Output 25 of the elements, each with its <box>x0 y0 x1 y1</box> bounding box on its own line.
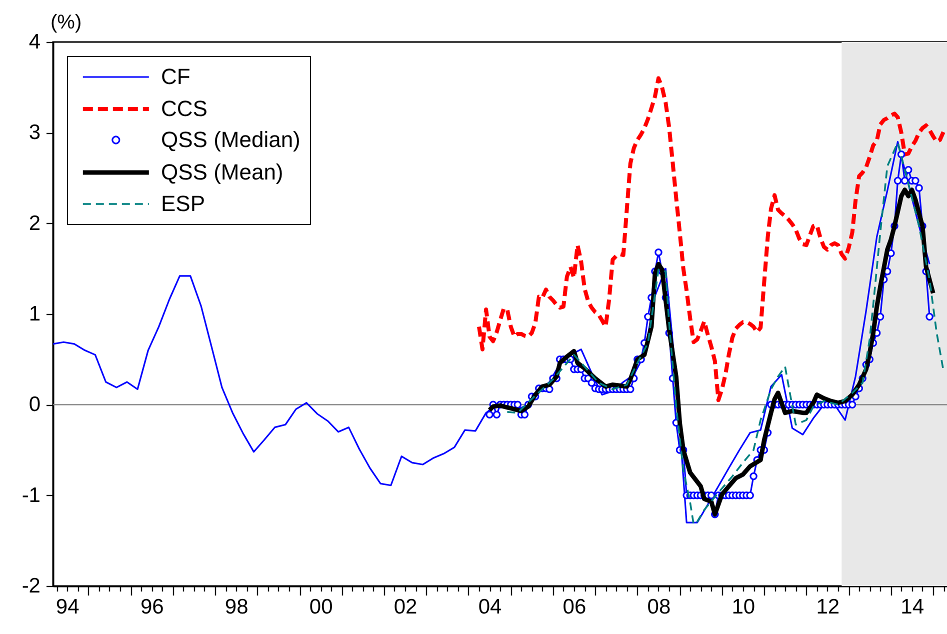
legend-label: ESP <box>161 191 206 216</box>
line-series <box>477 76 946 402</box>
legend-label: QSS (Mean) <box>161 160 284 184</box>
y-tick-label: 3 <box>28 121 40 144</box>
x-tick-label: 96 <box>140 596 164 618</box>
x-tick-label: 10 <box>732 596 756 618</box>
y-tick-label: -2 <box>22 574 40 598</box>
y-tick-label: 0 <box>28 393 40 416</box>
x-tick-label: 12 <box>816 596 840 618</box>
y-tick-label: -1 <box>22 484 40 507</box>
x-tick-label: 02 <box>394 596 418 618</box>
y-tick-label: 4 <box>28 30 41 54</box>
y-axis-title: (%) <box>50 12 82 34</box>
x-tick-label: 98 <box>224 596 248 618</box>
legend-label: CF <box>161 64 190 89</box>
y-tick-label: 1 <box>28 302 40 326</box>
x-tick-label: 00 <box>309 596 333 618</box>
legend-label: CCS <box>161 96 208 121</box>
x-tick-label: 94 <box>56 596 80 618</box>
x-tick-label: 08 <box>647 596 671 618</box>
x-tick-label: 14 <box>900 596 924 618</box>
legend-label: QSS (Median) <box>161 127 300 152</box>
x-tick-label: 06 <box>562 596 586 618</box>
y-tick-label: 2 <box>28 212 40 235</box>
x-tick-label: 04 <box>478 596 502 618</box>
